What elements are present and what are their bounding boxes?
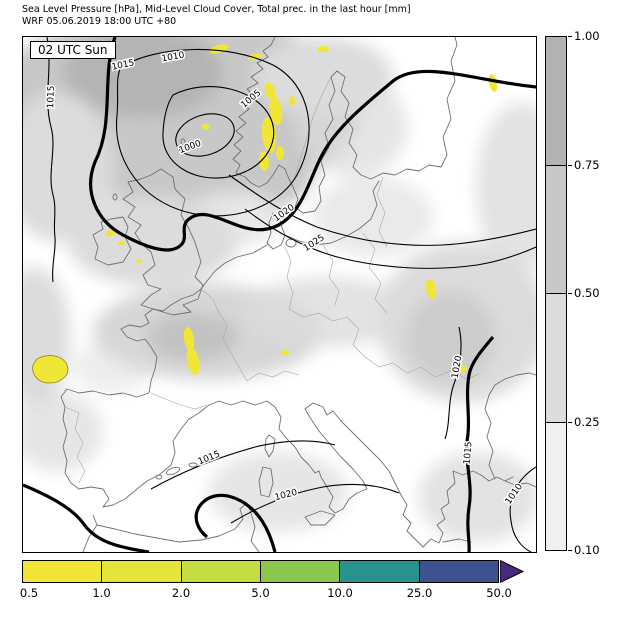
pressure-contour-layer	[23, 37, 536, 552]
colorbar-tick	[568, 422, 572, 423]
cloud-cover-colorbar	[545, 36, 567, 551]
cloud-colorbar-segment	[546, 37, 566, 165]
precipitation-layer	[32, 44, 498, 384]
chart-title: Sea Level Pressure [hPa], Mid-Level Clou…	[22, 4, 411, 15]
cloud-colorbar-label: 0.50	[574, 286, 600, 300]
cloud-colorbar-label: 1.00	[574, 29, 600, 43]
precip-colorbar-segment	[23, 561, 102, 582]
cloud-colorbar-label: 0.10	[574, 543, 600, 557]
cloud-colorbar-segment	[546, 293, 566, 422]
colorbar-tick	[568, 36, 572, 37]
precip-colorbar	[22, 560, 499, 583]
country-border-layer	[64, 76, 482, 484]
precip-colorbar-segment	[418, 561, 498, 582]
precip-colorbar-label: 5.0	[251, 586, 270, 600]
coastline-layer	[60, 37, 536, 552]
weather-map-svg: 1015 1010 1005 1000 1015 1020 1025 1020 …	[23, 37, 536, 552]
precip-colorbar-label: 25.0	[406, 586, 433, 600]
precip-colorbar-segment	[180, 561, 260, 582]
colorbar-arrow-icon	[500, 560, 525, 583]
pressure-label: 1015	[111, 58, 135, 73]
colorbar-tick	[568, 293, 572, 294]
cloud-colorbar-label: 0.75	[574, 158, 600, 172]
pressure-label: 1015	[197, 450, 222, 468]
precip-colorbar-label: 10.0	[327, 586, 353, 600]
colorbar-tick	[568, 165, 572, 166]
precip-colorbar-label: 0.5	[19, 586, 39, 600]
colorbar-tick	[568, 550, 572, 551]
precip-colorbar-label: 50.0	[486, 586, 512, 600]
precip-colorbar-label: 2.0	[171, 586, 191, 600]
cloud-colorbar-segment	[546, 421, 566, 550]
cloud-colorbar-segment	[546, 164, 566, 293]
precip-colorbar-label: 1.0	[92, 586, 111, 600]
map-area: 02 UTC Sun	[22, 36, 537, 553]
precip-colorbar-segment	[101, 561, 181, 582]
chart-subtitle: WRF 05.06.2019 18:00 UTC +80	[22, 16, 177, 27]
precip-colorbar-segment	[339, 561, 419, 582]
cloud-cover-layer	[23, 37, 536, 542]
valid-time-label: 02 UTC Sun	[30, 41, 116, 59]
pressure-label: 1015	[463, 441, 475, 465]
pressure-label: 1015	[46, 85, 57, 108]
cloud-colorbar-label: 0.25	[574, 415, 600, 429]
pressure-label: 1025	[302, 233, 327, 254]
precip-colorbar-segment	[259, 561, 340, 582]
